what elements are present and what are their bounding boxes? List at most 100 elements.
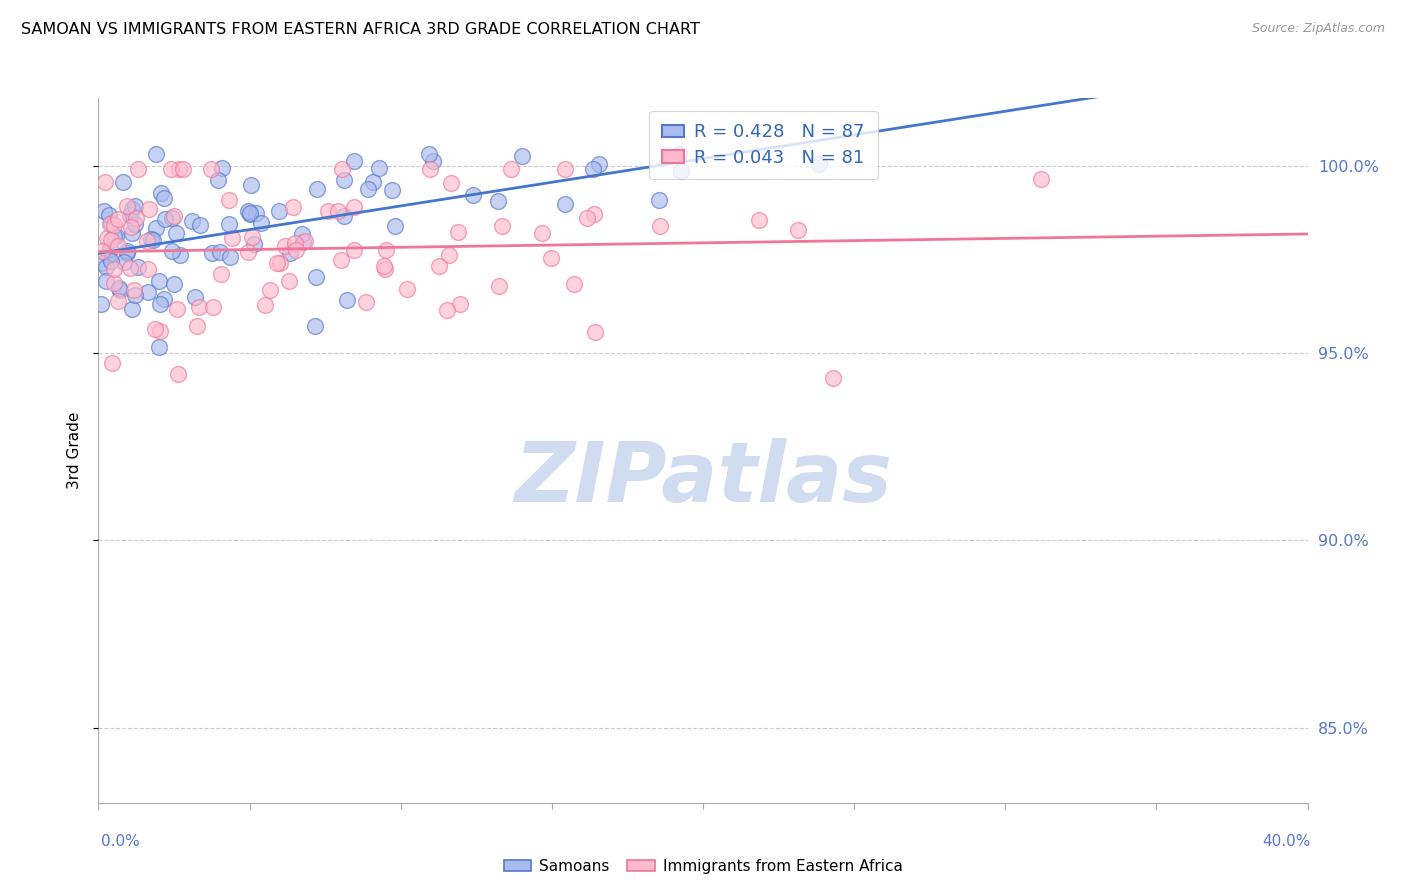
Point: [94, 175, 117, 189]
Point: [748, 212, 770, 227]
Point: [209, 244, 232, 259]
Point: [94, 274, 117, 288]
Point: [357, 182, 380, 196]
Point: [98, 208, 121, 222]
Point: [145, 147, 167, 161]
Point: [108, 281, 131, 295]
Point: [107, 211, 129, 226]
Point: [562, 277, 585, 291]
Point: [449, 297, 471, 311]
Point: [219, 250, 242, 264]
Point: [582, 161, 605, 176]
Point: [112, 255, 135, 269]
Point: [284, 235, 307, 250]
Point: [160, 211, 183, 225]
Point: [115, 199, 138, 213]
Point: [153, 191, 176, 205]
Point: [440, 176, 463, 190]
Point: [447, 225, 470, 239]
Point: [808, 157, 831, 171]
Point: [90, 297, 112, 311]
Point: [583, 325, 606, 339]
Point: [124, 217, 146, 231]
Point: [218, 194, 240, 208]
Point: [240, 178, 263, 193]
Legend: R = 0.428   N = 87, R = 0.043   N = 81: R = 0.428 N = 87, R = 0.043 N = 81: [650, 111, 877, 179]
Point: [240, 230, 263, 244]
Point: [218, 218, 240, 232]
Point: [461, 188, 484, 202]
Point: [361, 174, 384, 188]
Point: [98, 242, 121, 256]
Point: [211, 161, 233, 176]
Point: [437, 248, 460, 262]
Text: Source: ZipAtlas.com: Source: ZipAtlas.com: [1251, 22, 1385, 36]
Point: [499, 162, 522, 177]
Point: [668, 147, 690, 161]
Point: [148, 340, 170, 354]
Point: [136, 285, 159, 300]
Point: [648, 194, 671, 208]
Point: [127, 260, 149, 274]
Point: [588, 156, 610, 170]
Point: [112, 175, 135, 189]
Point: [200, 162, 222, 177]
Point: [115, 246, 138, 260]
Point: [104, 229, 127, 244]
Point: [335, 293, 357, 307]
Point: [139, 232, 162, 246]
Point: [153, 292, 176, 306]
Point: [138, 202, 160, 217]
Point: [238, 245, 260, 260]
Point: [163, 209, 186, 223]
Point: [201, 300, 224, 314]
Point: [249, 216, 271, 230]
Point: [149, 297, 172, 311]
Point: [787, 223, 810, 237]
Text: 0.0%: 0.0%: [101, 834, 141, 849]
Point: [121, 226, 143, 240]
Point: [165, 226, 187, 240]
Point: [100, 216, 122, 230]
Point: [91, 244, 114, 258]
Point: [318, 203, 340, 218]
Point: [277, 274, 299, 288]
Point: [239, 206, 262, 220]
Point: [124, 199, 146, 213]
Point: [650, 219, 672, 234]
Point: [108, 284, 131, 298]
Point: [127, 162, 149, 177]
Point: [101, 356, 124, 370]
Point: [554, 197, 576, 211]
Point: [245, 206, 267, 220]
Point: [329, 253, 352, 268]
Point: [163, 277, 186, 291]
Point: [436, 302, 458, 317]
Point: [121, 202, 143, 216]
Point: [291, 227, 314, 241]
Point: [554, 162, 576, 177]
Point: [103, 262, 125, 277]
Point: [93, 203, 115, 218]
Point: [332, 162, 354, 177]
Point: [395, 282, 418, 296]
Point: [307, 181, 329, 195]
Point: [326, 204, 349, 219]
Point: [97, 249, 120, 263]
Point: [181, 213, 204, 227]
Point: [269, 256, 291, 270]
Point: [120, 261, 142, 276]
Point: [96, 260, 118, 274]
Point: [540, 251, 562, 265]
Point: [254, 298, 277, 312]
Point: [103, 276, 125, 290]
Point: [486, 194, 509, 209]
Point: [266, 256, 288, 270]
Text: ZIPatlas: ZIPatlas: [515, 438, 891, 519]
Point: [221, 231, 243, 245]
Point: [160, 162, 183, 177]
Point: [167, 162, 190, 177]
Point: [259, 283, 281, 297]
Point: [368, 161, 391, 175]
Point: [98, 217, 121, 231]
